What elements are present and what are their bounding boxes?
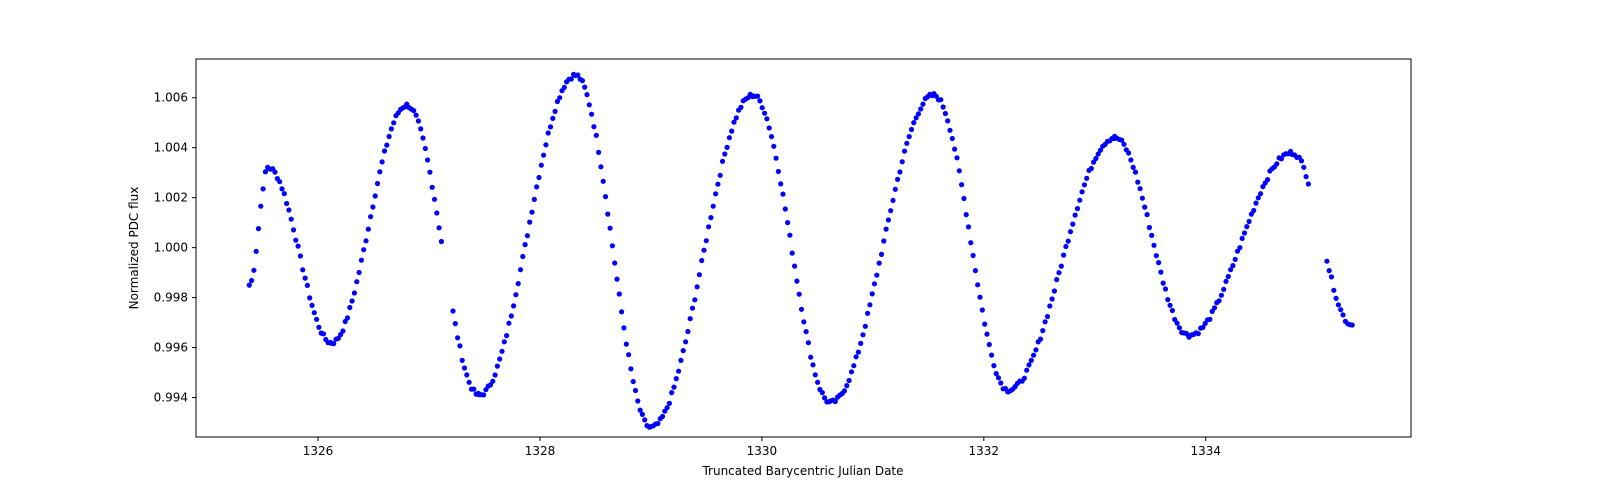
data-points — [246, 71, 1355, 430]
y-tick-label: 1.002 — [154, 191, 188, 205]
y-axis-ticks: 0.994 0.996 0.998 1.000 1.002 1.004 1.006 — [154, 91, 196, 405]
y-tick-label: 0.998 — [154, 291, 188, 305]
plot-area — [195, 58, 1412, 438]
y-tick-label: 1.000 — [154, 241, 188, 255]
y-tick-label: 0.994 — [154, 391, 188, 405]
x-tick-label: 1330 — [747, 444, 778, 458]
y-axis-label: Normalized PDC flux — [127, 187, 141, 310]
x-axis-label: Truncated Barycentric Julian Date — [701, 464, 903, 478]
x-tick-label: 1332 — [969, 444, 1000, 458]
y-tick-label: 1.006 — [154, 91, 188, 105]
y-tick-label: 1.004 — [154, 141, 188, 155]
x-tick-label: 1328 — [525, 444, 556, 458]
y-tick-label: 0.996 — [154, 341, 188, 355]
x-axis-ticks: 1326 1328 1330 1332 1334 — [303, 437, 1221, 458]
x-tick-label: 1326 — [303, 444, 334, 458]
x-tick-label: 1334 — [1190, 444, 1221, 458]
